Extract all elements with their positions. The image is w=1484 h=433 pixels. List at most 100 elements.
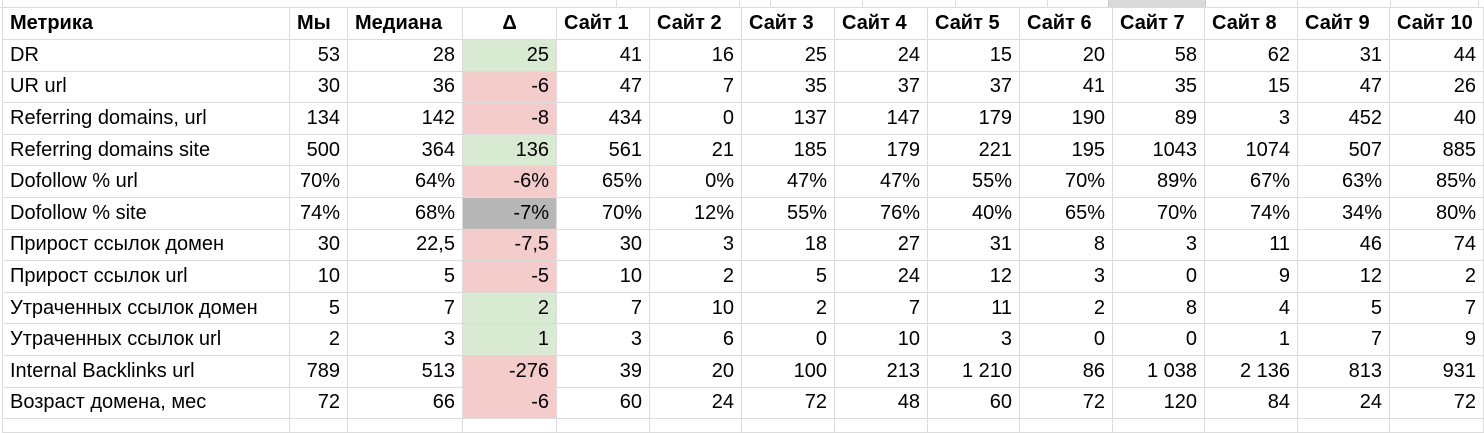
site-value-cell[interactable]: 7 xyxy=(649,70,742,104)
metric-label-cell[interactable]: Прирост ссылок домен xyxy=(2,228,290,262)
site-value-cell[interactable]: 47% xyxy=(741,165,835,198)
site-value-cell[interactable]: 15 xyxy=(1204,70,1298,104)
median-value-cell[interactable]: 364 xyxy=(347,133,463,167)
site-value-cell[interactable]: 60 xyxy=(556,386,650,420)
site-value-cell[interactable]: 5 xyxy=(1297,291,1390,325)
site-value-cell[interactable]: 2 xyxy=(1019,291,1113,325)
site-value-cell[interactable]: 3 xyxy=(649,228,742,262)
col-header-we[interactable]: Мы xyxy=(289,7,348,40)
delta-value-cell[interactable]: -8 xyxy=(462,102,557,135)
site-value-cell[interactable]: 70% xyxy=(1019,165,1113,198)
site-value-cell[interactable]: 7 xyxy=(1389,291,1484,325)
empty-cell[interactable] xyxy=(462,418,557,433)
site-value-cell[interactable]: 9 xyxy=(1204,260,1298,293)
delta-value-cell[interactable]: -6% xyxy=(462,165,557,198)
site-value-cell[interactable]: 1 038 xyxy=(1112,354,1205,388)
col-header-site-4[interactable]: Сайт 4 xyxy=(834,7,928,40)
metric-label-cell[interactable]: Referring domains, url xyxy=(2,102,290,135)
median-value-cell[interactable]: 36 xyxy=(347,70,463,104)
site-value-cell[interactable]: 4 xyxy=(1204,291,1298,325)
site-value-cell[interactable]: 2 136 xyxy=(1204,354,1298,388)
col-header-metric[interactable]: Метрика xyxy=(2,7,290,40)
site-value-cell[interactable]: 7 xyxy=(1297,323,1390,356)
we-value-cell[interactable]: 10 xyxy=(289,260,348,293)
site-value-cell[interactable]: 507 xyxy=(1297,133,1390,167)
empty-cell[interactable] xyxy=(649,418,742,433)
median-value-cell[interactable]: 64% xyxy=(347,165,463,198)
site-value-cell[interactable]: 72 xyxy=(741,386,835,420)
delta-value-cell[interactable]: -5 xyxy=(462,260,557,293)
median-value-cell[interactable]: 7 xyxy=(347,291,463,325)
site-value-cell[interactable]: 15 xyxy=(927,39,1020,72)
site-value-cell[interactable]: 147 xyxy=(834,102,928,135)
we-value-cell[interactable]: 53 xyxy=(289,39,348,72)
site-value-cell[interactable]: 434 xyxy=(556,102,650,135)
site-value-cell[interactable]: 9 xyxy=(1389,323,1484,356)
median-value-cell[interactable]: 3 xyxy=(347,323,463,356)
site-value-cell[interactable]: 70% xyxy=(556,196,650,230)
site-value-cell[interactable]: 48 xyxy=(834,386,928,420)
site-value-cell[interactable]: 60 xyxy=(927,386,1020,420)
site-value-cell[interactable]: 76% xyxy=(834,196,928,230)
we-value-cell[interactable]: 74% xyxy=(289,196,348,230)
site-value-cell[interactable]: 8 xyxy=(1112,291,1205,325)
metric-label-cell[interactable]: DR xyxy=(2,39,290,72)
site-value-cell[interactable]: 47 xyxy=(556,70,650,104)
delta-value-cell[interactable]: -6 xyxy=(462,70,557,104)
site-value-cell[interactable]: 0 xyxy=(1112,260,1205,293)
col-header-site-8[interactable]: Сайт 8 xyxy=(1204,7,1298,40)
site-value-cell[interactable]: 74% xyxy=(1204,196,1298,230)
site-value-cell[interactable]: 3 xyxy=(1112,228,1205,262)
site-value-cell[interactable]: 37 xyxy=(834,70,928,104)
site-value-cell[interactable]: 35 xyxy=(1112,70,1205,104)
site-value-cell[interactable]: 44 xyxy=(1389,39,1484,72)
site-value-cell[interactable]: 12 xyxy=(927,260,1020,293)
empty-cell[interactable] xyxy=(927,418,1020,433)
site-value-cell[interactable]: 89 xyxy=(1112,102,1205,135)
site-value-cell[interactable]: 561 xyxy=(556,133,650,167)
site-value-cell[interactable]: 74 xyxy=(1389,228,1484,262)
col-header-site-2[interactable]: Сайт 2 xyxy=(649,7,742,40)
site-value-cell[interactable]: 46 xyxy=(1297,228,1390,262)
site-value-cell[interactable]: 85% xyxy=(1389,165,1484,198)
site-value-cell[interactable]: 7 xyxy=(556,291,650,325)
empty-cell[interactable] xyxy=(1019,418,1113,433)
site-value-cell[interactable]: 39 xyxy=(556,354,650,388)
site-value-cell[interactable]: 7 xyxy=(834,291,928,325)
site-value-cell[interactable]: 35 xyxy=(741,70,835,104)
site-value-cell[interactable]: 62 xyxy=(1204,39,1298,72)
site-value-cell[interactable]: 20 xyxy=(649,354,742,388)
site-value-cell[interactable]: 12% xyxy=(649,196,742,230)
we-value-cell[interactable]: 5 xyxy=(289,291,348,325)
we-value-cell[interactable]: 134 xyxy=(289,102,348,135)
site-value-cell[interactable]: 18 xyxy=(741,228,835,262)
site-value-cell[interactable]: 11 xyxy=(1204,228,1298,262)
we-value-cell[interactable]: 789 xyxy=(289,354,348,388)
site-value-cell[interactable]: 3 xyxy=(556,323,650,356)
metric-label-cell[interactable]: Dofollow % url xyxy=(2,165,290,198)
site-value-cell[interactable]: 1043 xyxy=(1112,133,1205,167)
delta-value-cell[interactable]: 25 xyxy=(462,39,557,72)
empty-cell[interactable] xyxy=(556,418,650,433)
empty-cell[interactable] xyxy=(741,418,835,433)
metric-label-cell[interactable]: Internal Backlinks url xyxy=(2,354,290,388)
median-value-cell[interactable]: 66 xyxy=(347,386,463,420)
delta-value-cell[interactable]: -276 xyxy=(462,354,557,388)
site-value-cell[interactable]: 1074 xyxy=(1204,133,1298,167)
site-value-cell[interactable]: 10 xyxy=(834,323,928,356)
site-value-cell[interactable]: 16 xyxy=(649,39,742,72)
site-value-cell[interactable]: 1 210 xyxy=(927,354,1020,388)
site-value-cell[interactable]: 0 xyxy=(1019,323,1113,356)
site-value-cell[interactable]: 190 xyxy=(1019,102,1113,135)
we-value-cell[interactable]: 2 xyxy=(289,323,348,356)
col-header-site-3[interactable]: Сайт 3 xyxy=(741,7,835,40)
we-value-cell[interactable]: 30 xyxy=(289,228,348,262)
median-value-cell[interactable]: 28 xyxy=(347,39,463,72)
delta-value-cell[interactable]: 136 xyxy=(462,133,557,167)
empty-cell[interactable] xyxy=(289,418,348,433)
empty-cell[interactable] xyxy=(834,418,928,433)
site-value-cell[interactable]: 24 xyxy=(834,260,928,293)
site-value-cell[interactable]: 27 xyxy=(834,228,928,262)
site-value-cell[interactable]: 21 xyxy=(649,133,742,167)
site-value-cell[interactable]: 3 xyxy=(1019,260,1113,293)
